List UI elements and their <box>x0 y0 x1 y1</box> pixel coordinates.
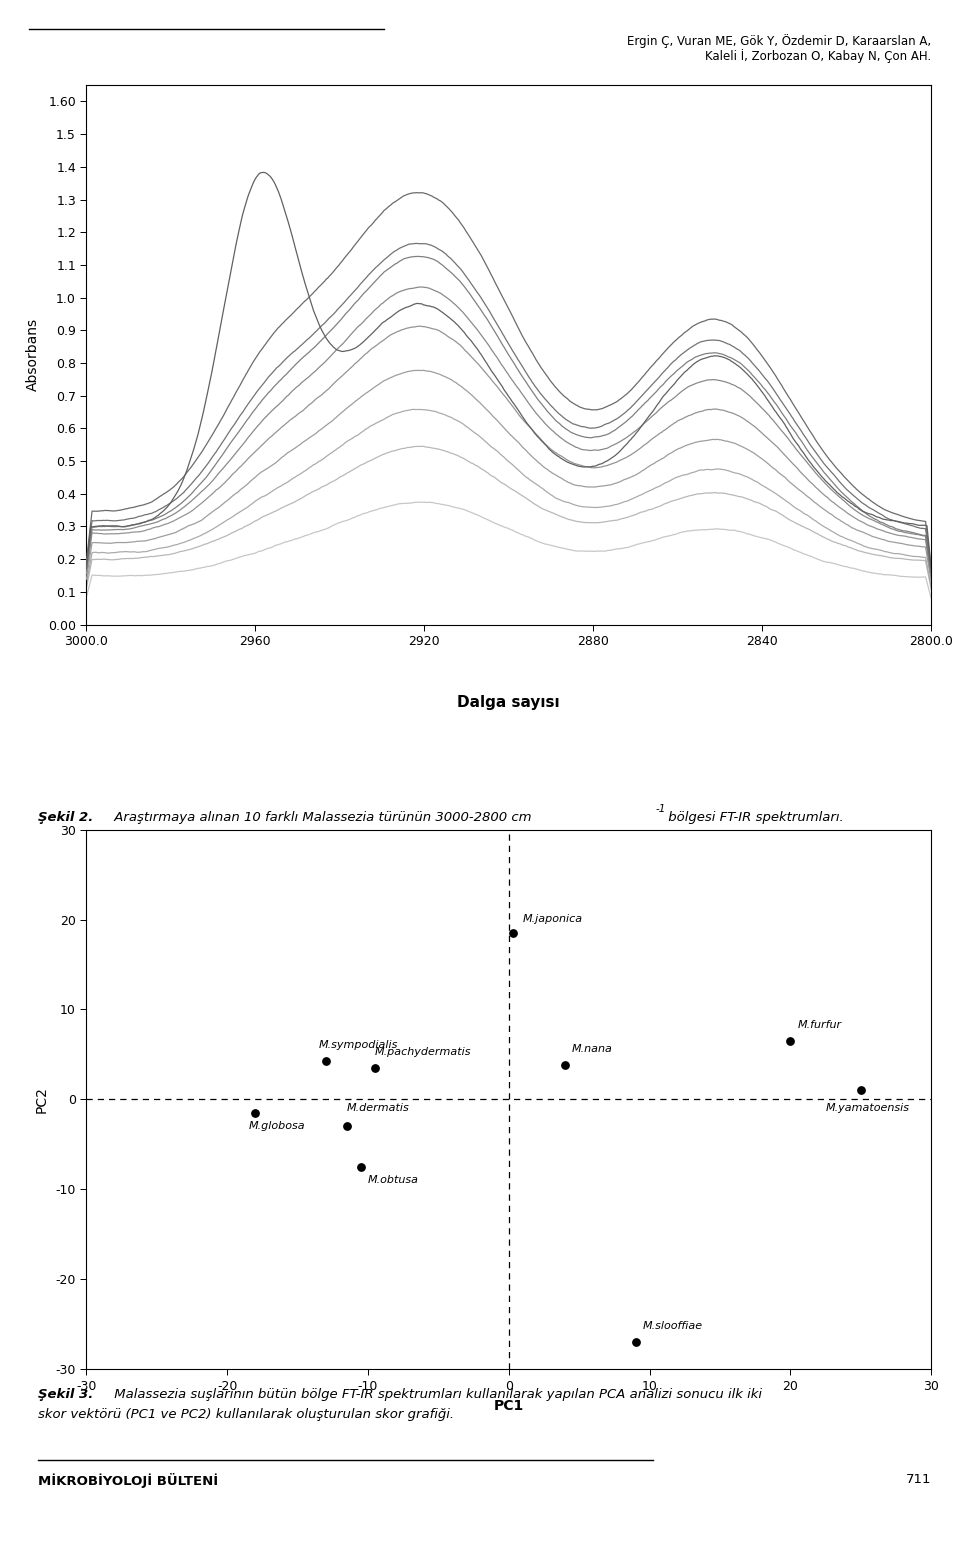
Text: M.yamatoensis: M.yamatoensis <box>826 1103 909 1112</box>
Text: M.sympodialis: M.sympodialis <box>319 1040 398 1050</box>
Text: -1: -1 <box>656 804 666 814</box>
Text: Ergin Ç, Vuran ME, Gök Y, Özdemir D, Karaarslan A,: Ergin Ç, Vuran ME, Gök Y, Özdemir D, Kar… <box>627 34 931 48</box>
Text: MİKROBİYOLOJİ BÜLTENİ: MİKROBİYOLOJİ BÜLTENİ <box>38 1473 219 1488</box>
Text: M.nana: M.nana <box>572 1044 613 1055</box>
Point <box>628 1330 643 1355</box>
Text: Dalga sayısı: Dalga sayısı <box>458 695 560 710</box>
Text: bölgesi FT-IR spektrumları.: bölgesi FT-IR spektrumları. <box>664 811 844 823</box>
Text: Kaleli İ, Zorbozan O, Kabay N, Çon AH.: Kaleli İ, Zorbozan O, Kabay N, Çon AH. <box>705 50 931 63</box>
Text: M.obtusa: M.obtusa <box>368 1174 419 1185</box>
Text: M.pachydermatis: M.pachydermatis <box>375 1047 471 1057</box>
Text: M.japonica: M.japonica <box>523 914 583 924</box>
Text: M.globosa: M.globosa <box>249 1122 305 1131</box>
Point <box>248 1100 263 1125</box>
Text: Araştırmaya alınan 10 farklı Malassezia türünün 3000-2800 cm: Araştırmaya alınan 10 farklı Malassezia … <box>110 811 532 823</box>
Point <box>853 1078 869 1103</box>
Text: Malassezia suşlarının bütün bölge FT-IR spektrumları kullanılarak yapılan PCA an: Malassezia suşlarının bütün bölge FT-IR … <box>110 1388 762 1400</box>
Text: skor vektörü (PC1 ve PC2) kullanılarak oluşturulan skor grafiği.: skor vektörü (PC1 ve PC2) kullanılarak o… <box>38 1408 454 1420</box>
Point <box>339 1114 354 1139</box>
Point <box>558 1054 573 1078</box>
Y-axis label: Absorbans: Absorbans <box>26 319 39 391</box>
Text: M.furfur: M.furfur <box>798 1019 842 1030</box>
Point <box>505 920 520 945</box>
Text: M.slooffiae: M.slooffiae <box>642 1321 703 1332</box>
Text: 711: 711 <box>905 1473 931 1485</box>
Point <box>353 1154 369 1179</box>
X-axis label: PC1: PC1 <box>493 1400 524 1414</box>
Text: Şekil 3.: Şekil 3. <box>38 1388 94 1400</box>
Point <box>368 1055 383 1080</box>
Point <box>318 1049 333 1074</box>
Point <box>782 1029 798 1054</box>
Text: M.dermatis: M.dermatis <box>347 1103 410 1112</box>
Text: Şekil 2.: Şekil 2. <box>38 811 94 823</box>
Y-axis label: PC2: PC2 <box>35 1086 49 1112</box>
